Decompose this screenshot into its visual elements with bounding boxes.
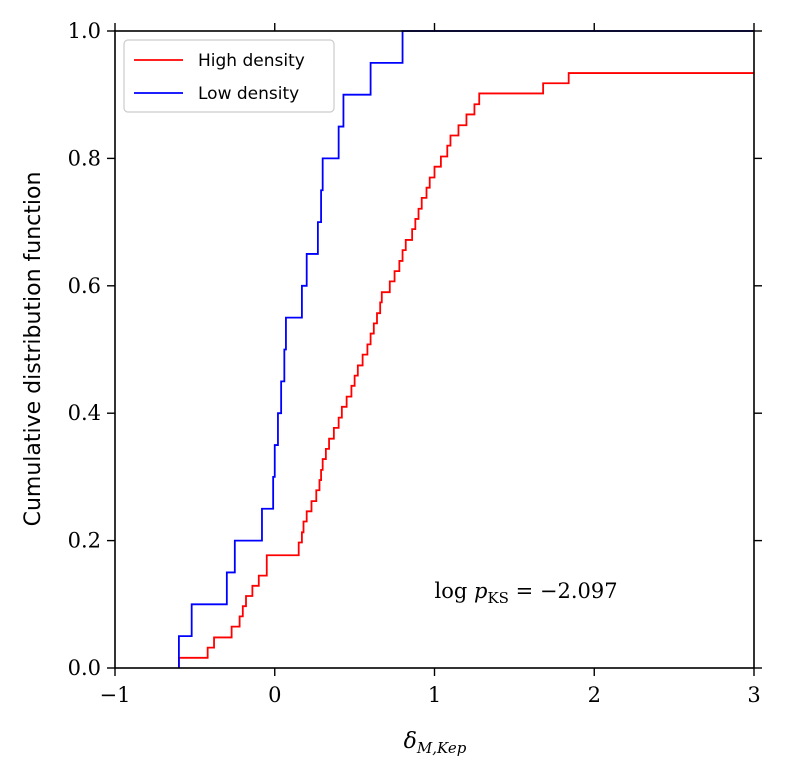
- y-axis-label: Cumulative distribution function: [21, 172, 46, 527]
- ks-var: p: [474, 579, 487, 603]
- series-line-high-density: [178, 72, 754, 668]
- y-tick-label-4: 0.8: [68, 146, 101, 170]
- x-tick-label-3: 2: [588, 683, 601, 707]
- y-tick-label-2: 0.4: [68, 401, 101, 425]
- legend-label-high-density: High density: [198, 51, 305, 71]
- legend: High density Low density: [123, 39, 335, 113]
- axis-ticks: −1 0 1 2 3 0.0 0.2 0.4 0.6 0.8 1.0: [68, 19, 762, 707]
- y-tick-label-1: 0.2: [68, 529, 101, 553]
- x-tick-label-1: 0: [268, 683, 281, 707]
- x-axis-label-main: δ: [404, 729, 417, 754]
- plot-frame: [114, 30, 755, 669]
- y-tick-label-0: 0.0: [68, 656, 101, 680]
- y-tick-label-3: 0.6: [68, 274, 101, 298]
- ks-value: = −2.097: [516, 579, 618, 603]
- legend-label-low-density: Low density: [198, 84, 299, 104]
- x-tick-label-4: 3: [747, 683, 760, 707]
- ks-sub: KS: [487, 589, 508, 607]
- legend-frame: [123, 39, 335, 113]
- ks-log: log: [435, 579, 468, 603]
- series-layer: [178, 30, 754, 668]
- x-tick-label-2: 1: [428, 683, 441, 707]
- x-axis-label-subscript: M,Kep: [416, 739, 467, 757]
- series-line-low-density: [178, 30, 754, 668]
- x-tick-label-0: −1: [100, 683, 131, 707]
- x-axis-label: δM,Kep: [404, 729, 467, 757]
- y-tick-label-5: 1.0: [68, 19, 101, 43]
- ks-annotation: log pKS = −2.097: [435, 579, 618, 608]
